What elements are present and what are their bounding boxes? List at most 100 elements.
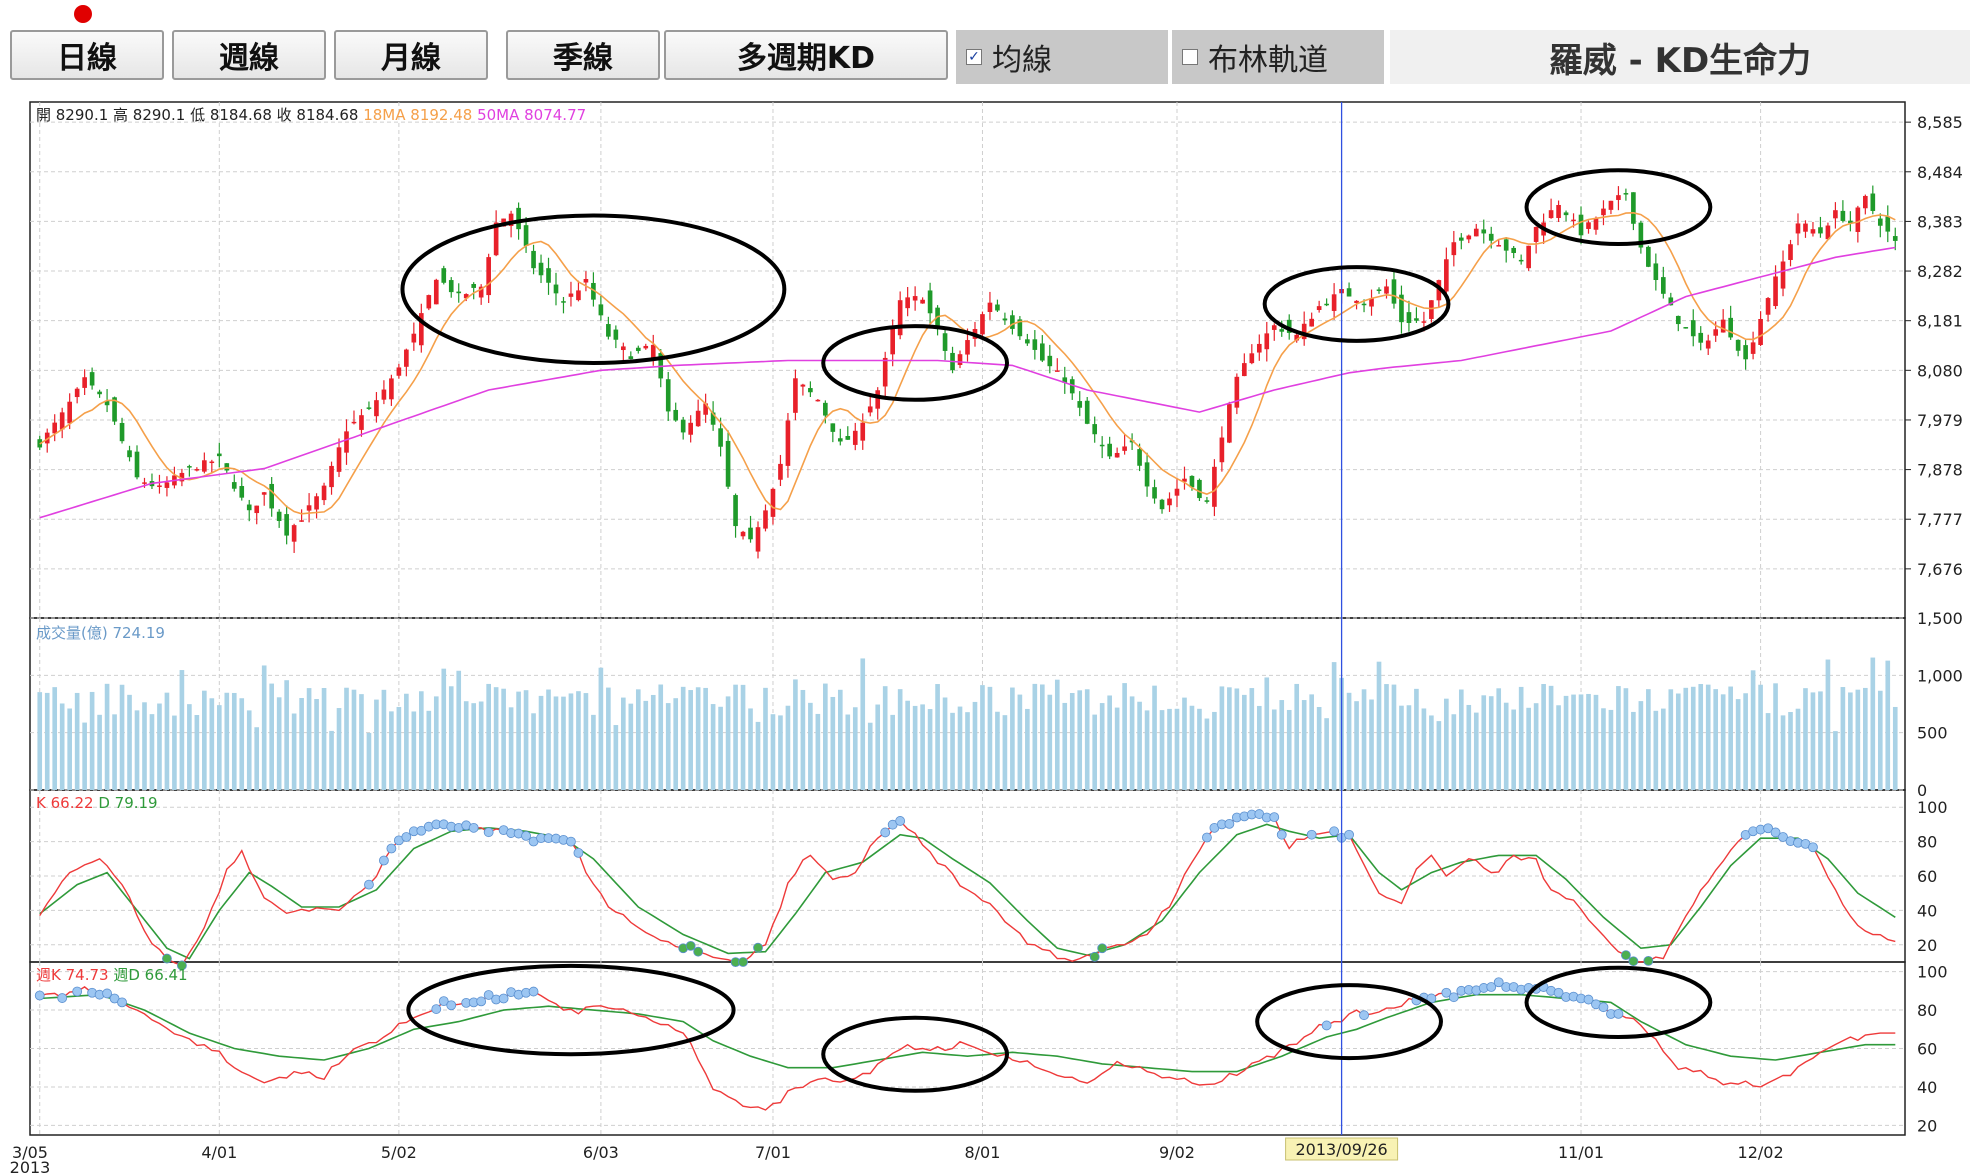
candle-body (748, 527, 753, 540)
volume-bar (1556, 705, 1561, 790)
volume-bar (1212, 711, 1217, 790)
volume-bar (912, 705, 918, 790)
candle-body (1152, 487, 1157, 499)
candle-body (1002, 318, 1008, 321)
volume-bar (254, 727, 260, 790)
volume-bar (359, 694, 364, 790)
volume-bar (1750, 670, 1756, 790)
volume-bar (1092, 714, 1098, 790)
candle-body (1286, 319, 1292, 333)
volume-bar (1069, 693, 1075, 790)
candle-body (1840, 210, 1846, 221)
candle-body (246, 504, 252, 511)
candle-body (957, 354, 963, 365)
candle-body (344, 431, 349, 453)
candle-body (493, 222, 499, 256)
volume-bar (800, 689, 806, 790)
candle-body (1122, 446, 1127, 451)
price-tick-label: 8,181 (1917, 312, 1963, 331)
price-tick-label: 8,282 (1917, 262, 1963, 281)
candle-body (1481, 229, 1487, 234)
candle-body (1773, 276, 1778, 307)
daily-k-marker (693, 946, 704, 957)
volume-bar (972, 701, 978, 790)
multi-period-kd-button[interactable]: 多週期KD (664, 30, 948, 80)
bollinger-checkbox[interactable]: 布林軌道 (1172, 30, 1384, 84)
volume-bar (1758, 684, 1763, 790)
volume-bar (546, 689, 551, 790)
volume-bar (987, 686, 993, 790)
candle-body (448, 280, 454, 293)
candle-body (97, 391, 102, 395)
volume-bar (845, 714, 851, 790)
volume-bar (239, 698, 245, 790)
candle-body (1556, 204, 1561, 219)
candle-body (1877, 218, 1883, 226)
volume-bar (1256, 705, 1262, 790)
daily-button[interactable]: 日線 (10, 30, 164, 80)
volume-bar (1436, 721, 1442, 790)
weekly-k-line (39, 981, 1896, 1111)
weekly-k-marker (476, 996, 487, 1007)
daily-k-marker (1643, 955, 1654, 966)
candle-body (1204, 500, 1210, 502)
volume-bar (1025, 708, 1030, 790)
volume-bar (875, 704, 881, 790)
volume-bar (568, 693, 574, 790)
candle-body (1728, 317, 1733, 338)
candle-body (1571, 219, 1576, 222)
candle-body (1765, 298, 1771, 315)
price-tick-label: 8,383 (1917, 212, 1963, 231)
daily-k-marker (1224, 818, 1235, 829)
volume-bar (1077, 690, 1083, 790)
candle-body (209, 461, 215, 464)
candle-body (224, 463, 230, 471)
weekly-k-marker (1553, 987, 1564, 998)
volume-bar (1623, 688, 1629, 790)
volume-bar (1488, 696, 1494, 790)
volume-bar (1765, 713, 1771, 790)
weekly-k-marker (1613, 1009, 1624, 1019)
volume-bar (1616, 686, 1621, 790)
candle-body (1788, 244, 1793, 260)
weekly-button[interactable]: 週線 (172, 30, 326, 80)
volume-bar (396, 706, 402, 790)
daily-k-marker (468, 822, 479, 833)
volume-tick-label: 500 (1917, 724, 1948, 743)
x-tick-label: 3/05 (12, 1143, 48, 1162)
ma-checkbox[interactable]: ✓ 均線 (956, 30, 1168, 84)
volume-bar (673, 698, 679, 790)
candle-body (396, 367, 402, 376)
quarterly-button[interactable]: 季線 (506, 30, 660, 80)
daily-k-marker (483, 827, 494, 838)
x-tick-label: 9/02 (1159, 1143, 1195, 1162)
volume-bar (1660, 708, 1666, 790)
candle-body (67, 401, 72, 424)
volume-bar (142, 702, 147, 790)
bollinger-checkbox-box[interactable] (1182, 49, 1198, 65)
volume-bar (1316, 706, 1322, 790)
volume-bar (134, 710, 140, 790)
weekly_kd-k-label: 週K 74.73 (36, 966, 113, 984)
candle-body (336, 447, 342, 472)
ma-checkbox-box[interactable]: ✓ (966, 49, 982, 65)
daily-k-marker (386, 843, 397, 854)
cursor-date-label: 2013/09/26 (1295, 1140, 1387, 1159)
candle-body (1780, 261, 1786, 289)
daily-k-marker (1329, 826, 1340, 837)
volume-bar (433, 696, 439, 790)
volume-bar (1720, 694, 1726, 790)
volume-bar (127, 694, 132, 790)
volume-bar (1541, 684, 1546, 790)
volume-bar (965, 712, 970, 790)
volume-bar (927, 709, 933, 790)
daily-k-marker (1778, 832, 1788, 842)
monthly-button[interactable]: 月線 (334, 30, 488, 80)
candle-body (1047, 355, 1053, 367)
candle-body (1631, 192, 1636, 224)
volume-bar (1646, 689, 1651, 790)
volume-bar (1773, 683, 1778, 790)
candle-body (1054, 370, 1060, 372)
daily-k-marker (1202, 832, 1212, 843)
volume-bar (1713, 689, 1719, 790)
